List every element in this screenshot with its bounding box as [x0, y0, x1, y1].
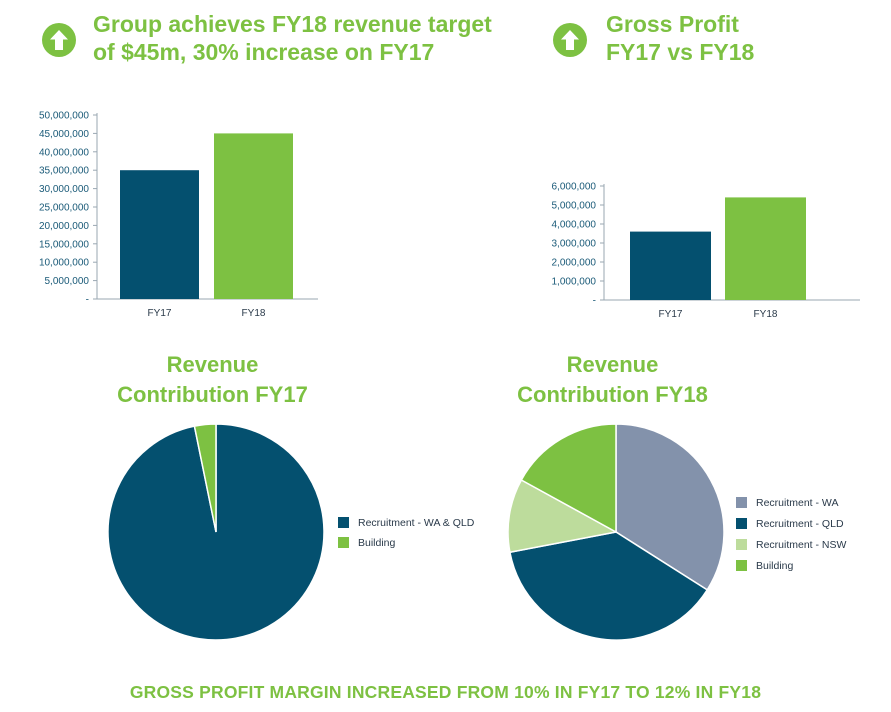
y-tick-label: 5,000,000: [552, 201, 597, 212]
arrow-up-circle-icon: [553, 23, 587, 57]
revenue-contribution-fy18-pie: Recruitment - WA Recruitment - QLD Recruit…: [507, 423, 847, 641]
y-tick-label: 1,000,000: [552, 277, 597, 288]
y-tick-label: 5,000,000: [45, 276, 90, 287]
y-tick-label: 45,000,000: [39, 129, 89, 140]
legend-label: Building: [358, 537, 396, 549]
y-tick-label: 2,000,000: [552, 258, 597, 269]
revenue-headline-line2: of $45m, 30% increase on FY17: [93, 39, 435, 65]
x-category-label: FY18: [754, 309, 778, 320]
pie-fy18-title-line1: Revenue: [566, 352, 659, 377]
y-tick-label: 4,000,000: [552, 220, 597, 231]
legend-label: Building: [756, 560, 794, 572]
y-tick-label: 50,000,000: [39, 111, 89, 122]
pie-slice: [509, 531, 709, 641]
arrow-up-circle-icon: [42, 23, 76, 57]
y-tick-label: -: [86, 295, 89, 306]
y-tick-label: 35,000,000: [39, 166, 89, 177]
y-tick-label: 10,000,000: [39, 258, 89, 269]
pie-fy18-title-line2: Contribution FY18: [517, 382, 708, 407]
legend-swatch: [736, 497, 747, 508]
bar-fy18: [214, 133, 293, 299]
y-tick-label: 20,000,000: [39, 221, 89, 232]
y-tick-label: 40,000,000: [39, 147, 89, 158]
bar-fy17: [630, 231, 711, 300]
gross-profit-headline-line2: FY17 vs FY18: [606, 39, 755, 65]
revenue-bar-chart: - 5,000,000 10,000,000 15,000,000 20,000,000…: [39, 111, 318, 319]
legend-swatch: [338, 517, 349, 528]
y-tick-label: 15,000,000: [39, 239, 89, 250]
legend-swatch: [338, 537, 349, 548]
legend-label: Recruitment - WA: [756, 497, 838, 509]
legend-label: Recruitment - NSW: [756, 539, 847, 551]
revenue-contribution-fy17-pie: Recruitment - WA & QLD Building: [107, 423, 475, 641]
pie-fy17-title-line2: Contribution FY17: [117, 382, 308, 407]
y-tick-label: 25,000,000: [39, 203, 89, 214]
pie-slice: [193, 423, 217, 533]
pie-fy18-title: Revenue Contribution FY18: [500, 350, 725, 410]
gross-profit-bar-chart: - 1,000,000 2,000,000 3,000,000 4,000,000 5,0…: [552, 182, 860, 320]
legend-label: Recruitment - WA & QLD: [358, 517, 475, 529]
revenue-headline-line1: Group achieves FY18 revenue target: [93, 11, 492, 37]
revenue-headline: Group achieves FY18 revenue target of $4…: [93, 10, 513, 66]
legend-swatch: [736, 518, 747, 529]
gross-profit-headline-line1: Gross Profit: [606, 11, 739, 37]
y-tick-label: 6,000,000: [552, 182, 597, 193]
x-category-label: FY18: [242, 308, 266, 319]
legend-swatch: [736, 560, 747, 571]
pie-fy17-title: Revenue Contribution FY17: [100, 350, 325, 410]
gross-profit-margin-footer: GROSS PROFIT MARGIN INCREASED FROM 10% I…: [129, 682, 762, 702]
x-category-label: FY17: [659, 309, 683, 320]
pie-slice: [507, 478, 619, 554]
bar-fy18: [725, 197, 806, 300]
y-tick-label: -: [593, 296, 596, 307]
y-tick-label: 3,000,000: [552, 239, 597, 250]
legend-label: Recruitment - QLD: [756, 518, 844, 530]
x-category-label: FY17: [148, 308, 172, 319]
y-tick-label: 30,000,000: [39, 184, 89, 195]
pie-fy17-title-line1: Revenue: [166, 352, 259, 377]
legend-swatch: [736, 539, 747, 550]
gross-profit-headline: Gross Profit FY17 vs FY18: [606, 10, 866, 66]
bar-fy17: [120, 170, 199, 299]
pie-slice: [520, 423, 617, 534]
